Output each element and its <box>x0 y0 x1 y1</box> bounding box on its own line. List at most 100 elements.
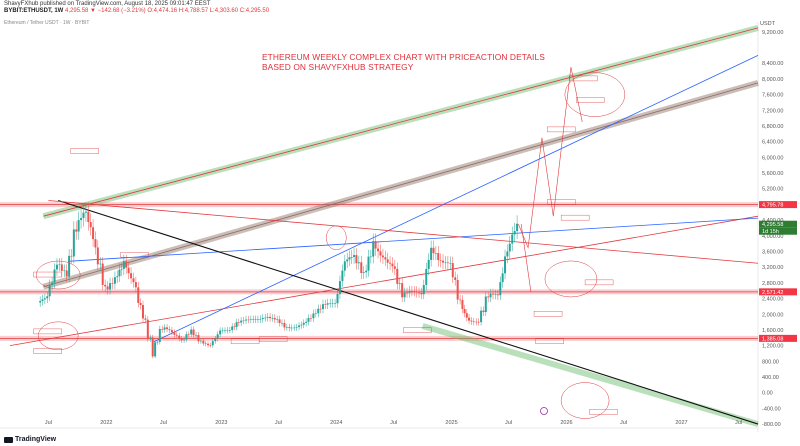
x-tick-label: Jul <box>160 420 167 426</box>
candle-body <box>185 334 188 340</box>
candle-body <box>413 291 416 292</box>
candle-body <box>139 302 142 306</box>
candle-body <box>101 263 104 285</box>
candle-body <box>130 273 133 279</box>
candle-body <box>305 321 308 323</box>
price-label-text: 4,295.58 <box>762 222 783 228</box>
candle-body <box>173 332 176 335</box>
candle-body <box>132 278 135 283</box>
trendline[interactable] <box>43 27 759 217</box>
candle-body <box>161 328 164 330</box>
candle-body <box>302 322 305 325</box>
time-axis[interactable]: Jul 2022 Jul 2023 Jul 2024 Jul 2025 Jul 2026 Jul 20… <box>45 420 742 426</box>
candle-body <box>312 313 315 319</box>
candle-body <box>43 298 46 300</box>
candle-body <box>240 320 243 323</box>
candle-body <box>235 322 238 327</box>
candle-body <box>261 317 264 320</box>
candle-body <box>372 241 375 257</box>
price-label-text: 2,571.42 <box>762 290 783 296</box>
candle-body <box>513 231 516 235</box>
candle-body <box>141 305 144 319</box>
candle-body <box>367 256 370 271</box>
candle-body <box>116 276 119 278</box>
x-tick-label: Jul <box>390 420 397 426</box>
candle-body <box>389 262 392 264</box>
trendlines[interactable] <box>9 25 759 427</box>
candle-body <box>127 267 130 274</box>
symbol-name[interactable]: BYBIT:ETHUSDT, 1W <box>4 8 64 14</box>
candle-body <box>391 263 394 267</box>
candle-body <box>511 234 514 244</box>
candle-body <box>256 319 259 320</box>
y-tick-label: 4,000.00 <box>762 234 783 240</box>
candle-body <box>300 324 303 326</box>
y-tick-label: 5,200.00 <box>762 187 783 193</box>
candle-body <box>84 211 87 213</box>
candle-body <box>259 319 262 320</box>
candle-body <box>326 303 329 305</box>
x-tick-label: Jul <box>45 420 52 426</box>
x-tick-label: Jul <box>505 420 512 426</box>
highlight-zones <box>0 202 758 341</box>
price-label-tag <box>759 201 797 209</box>
annotation-box <box>547 199 576 205</box>
candle-body <box>192 329 195 336</box>
candle-body <box>156 341 159 343</box>
candle-body <box>125 261 128 268</box>
candle-body <box>233 326 236 328</box>
candle-body <box>360 262 363 274</box>
tradingview-logo[interactable]: TradingView <box>4 436 56 443</box>
candle-body <box>346 259 349 262</box>
candle-body <box>381 255 384 258</box>
candle-body <box>422 284 425 295</box>
trendline[interactable] <box>48 200 759 264</box>
candle-body <box>377 248 380 252</box>
candle-body <box>266 316 269 318</box>
candle-body <box>221 330 224 332</box>
candle-body <box>338 281 341 294</box>
candle-body <box>477 321 480 323</box>
candle-body <box>401 283 404 298</box>
y-tick-label: 7,600.00 <box>762 93 783 99</box>
candle-body <box>384 257 387 260</box>
candle-body <box>427 259 430 269</box>
trendline[interactable] <box>67 217 759 262</box>
annotation-loop <box>564 72 626 117</box>
candle-body <box>334 303 337 304</box>
trendline[interactable] <box>43 82 759 288</box>
candle-body <box>482 310 485 313</box>
candle-body <box>480 310 483 323</box>
candle-body <box>295 327 298 328</box>
candle-body <box>280 322 283 324</box>
candle-body <box>77 220 80 232</box>
candle-body <box>111 283 114 284</box>
candle-body <box>94 239 97 248</box>
trendline[interactable] <box>58 199 759 425</box>
candle-body <box>403 292 406 298</box>
annotations <box>33 72 626 419</box>
candle-body <box>183 339 186 341</box>
candle-body <box>60 264 63 271</box>
y-tick-label: -800.00 <box>762 422 781 428</box>
candle-body <box>122 261 125 269</box>
candle-body <box>92 227 95 240</box>
candle-body <box>468 317 471 321</box>
y-tick-label: 3,200.00 <box>762 265 783 271</box>
candle-body <box>72 229 75 257</box>
event-marker-icon[interactable] <box>540 407 548 415</box>
candle-body <box>434 253 437 254</box>
trendline[interactable] <box>153 55 759 343</box>
y-tick-label: 1,200.00 <box>762 344 783 350</box>
candle-body <box>343 261 346 271</box>
candle-body <box>454 277 457 281</box>
candle-body <box>437 253 440 261</box>
annotation-box <box>547 126 576 133</box>
trendline[interactable] <box>9 215 759 347</box>
price-label-tag <box>759 220 797 228</box>
candle-body <box>199 340 202 342</box>
candle-body <box>508 243 511 252</box>
candle-body <box>379 251 382 256</box>
